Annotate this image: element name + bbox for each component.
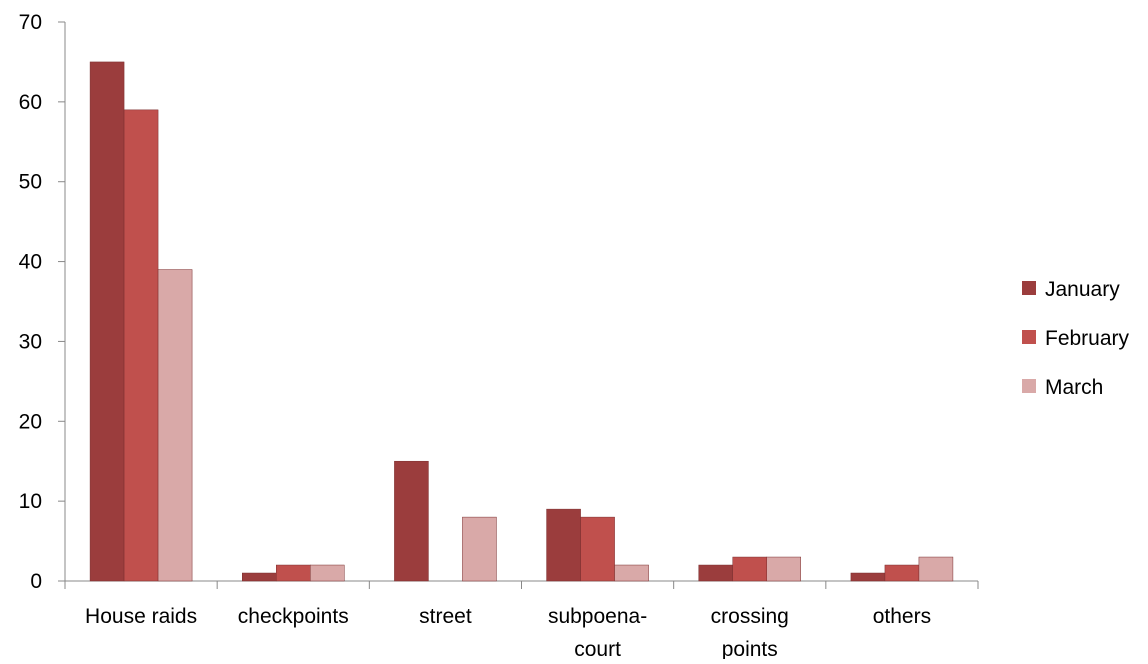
x-tick-label: street <box>419 605 472 628</box>
bar-march-3 <box>614 564 649 582</box>
legend-label-january: January <box>1045 278 1120 301</box>
legend: January February March <box>1022 278 1130 399</box>
bar-january-5 <box>850 572 886 582</box>
bar-march-4 <box>766 556 801 582</box>
bar-january-1 <box>242 572 277 582</box>
y-tick-label: 50 <box>19 171 42 194</box>
bar-february-1 <box>276 564 311 582</box>
x-tick-label: checkpoints <box>238 605 349 628</box>
bar-march-0 <box>157 269 193 582</box>
bars <box>89 61 954 582</box>
y-tick-label: 70 <box>19 11 42 34</box>
bar-march-2 <box>462 516 497 582</box>
y-tick-label: 20 <box>19 410 42 433</box>
bar-january-2 <box>394 460 429 582</box>
legend-swatch-february <box>1022 330 1036 344</box>
x-tick-label: crossing <box>711 605 789 628</box>
legend-swatch-january <box>1022 281 1036 295</box>
bar-february-3 <box>580 516 615 582</box>
legend-swatch-march <box>1022 379 1036 393</box>
legend-label-march: March <box>1045 376 1103 399</box>
y-tick-label: 40 <box>19 251 42 274</box>
bar-february-4 <box>732 556 767 582</box>
bar-january-3 <box>546 508 581 582</box>
x-tick-label: others <box>873 605 931 628</box>
y-tick-label: 10 <box>19 490 42 513</box>
x-axis: House raids checkpoints street subpoena-cou… <box>64 580 979 661</box>
x-tick-label: House raids <box>85 605 197 628</box>
y-axis: 0 10 20 30 40 50 60 70 <box>19 11 66 593</box>
bar-february-5 <box>884 564 920 582</box>
legend-label-february: February <box>1045 327 1130 350</box>
bar-march-1 <box>310 564 345 582</box>
bar-february-0 <box>123 109 159 582</box>
y-tick-label: 30 <box>19 330 42 353</box>
x-tick-label: points <box>722 638 778 659</box>
bar-january-0 <box>89 61 125 582</box>
y-tick-label: 0 <box>30 570 42 593</box>
y-tick-label: 60 <box>19 91 42 114</box>
x-tick-label: court <box>574 638 621 659</box>
bar-january-4 <box>698 564 733 582</box>
x-tick-label: subpoena- <box>548 605 647 628</box>
bar-march-5 <box>918 556 954 582</box>
